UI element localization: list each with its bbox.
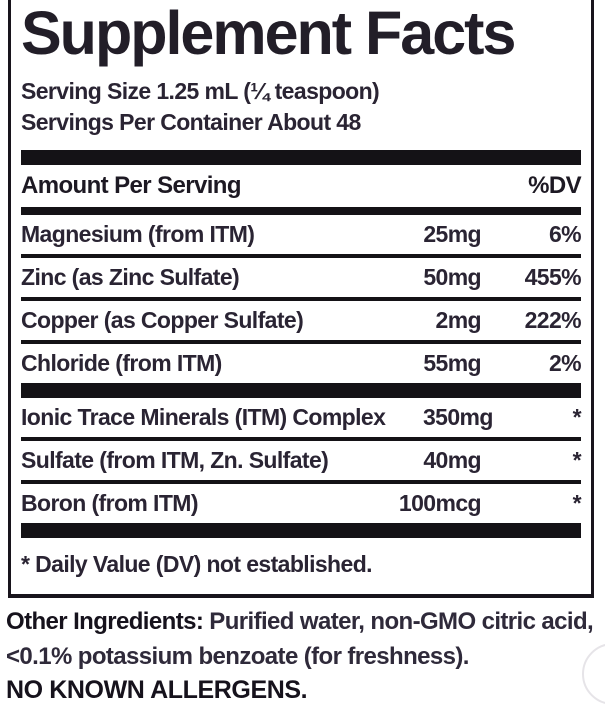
nutrient-dv: 455% xyxy=(524,263,582,290)
nutrient-name: Magnesium (from ITM) xyxy=(21,220,255,247)
nutrient-dv: 222% xyxy=(524,306,582,333)
nutrient-name: Zinc (as Zinc Sulfate) xyxy=(21,263,240,290)
nutrient-row-copper: Copper (as Copper Sulfate) 2mg 222% xyxy=(21,301,582,340)
row-divider xyxy=(21,479,581,484)
nutrient-amount: 25mg xyxy=(423,220,481,247)
nutrient-amount: 40mg xyxy=(423,446,481,473)
nutrient-amount: 100mcg xyxy=(398,489,482,516)
nutrient-name: Chloride (from ITM) xyxy=(21,349,222,376)
nutrient-row-itm-complex: Ionic Trace Minerals (ITM) Complex 350mg… xyxy=(21,398,582,437)
section-divider-bar-top xyxy=(21,149,581,165)
other-ingredients-label: Other Ingredients: xyxy=(6,608,204,635)
section-divider-bar-bottom xyxy=(21,522,581,538)
percent-dv-header: %DV xyxy=(528,171,581,199)
serving-size-line: Serving Size 1.25 mL (¼ teaspoon) xyxy=(21,77,380,104)
panel-title: Supplement Facts xyxy=(21,0,516,67)
nutrient-row-magnesium: Magnesium (from ITM) 25mg 6% xyxy=(21,215,582,254)
nutrient-amount: 50mg xyxy=(423,263,481,290)
table-header-row: Amount Per Serving %DV xyxy=(21,165,582,207)
nutrient-amount: 55mg xyxy=(423,349,481,376)
header-divider-bar xyxy=(21,206,581,215)
nutrient-amount: 2mg xyxy=(435,306,482,333)
nutrient-row-sulfate: Sulfate (from ITM, Zn. Sulfate) 40mg * xyxy=(21,441,582,480)
nutrient-name: Sulfate (from ITM, Zn. Sulfate) xyxy=(21,446,329,473)
allergens-line: NO KNOWN ALLERGENS. xyxy=(6,676,308,704)
nutrient-dv: * xyxy=(572,403,582,430)
section-divider-bar-middle xyxy=(21,382,581,398)
servings-per-container-line: Servings Per Container About 48 xyxy=(21,108,361,135)
other-ingredients-text: Purified water, non-GMO citric acid, <0.… xyxy=(6,608,594,670)
row-divider xyxy=(21,436,581,441)
amount-per-serving-header: Amount Per Serving xyxy=(21,171,242,199)
nutrient-row-chloride: Chloride (from ITM) 55mg 2% xyxy=(21,344,582,383)
row-divider xyxy=(21,296,581,301)
row-divider xyxy=(21,339,581,344)
nutrient-name: Boron (from ITM) xyxy=(21,489,199,516)
nutrient-row-zinc: Zinc (as Zinc Sulfate) 50mg 455% xyxy=(21,258,582,297)
nutrient-dv: * xyxy=(572,446,582,473)
other-ingredients-paragraph: Other Ingredients: Purified water, non-G… xyxy=(6,604,604,674)
nutrient-row-boron: Boron (from ITM) 100mcg * xyxy=(21,484,582,523)
daily-value-footnote: * Daily Value (DV) not established. xyxy=(21,551,373,578)
supplement-facts-panel: Supplement Facts Serving Size 1.25 mL (¼… xyxy=(8,0,594,598)
nutrient-amount: 350mg xyxy=(422,403,493,430)
nutrient-dv: 2% xyxy=(548,349,582,376)
nutrient-dv: 6% xyxy=(548,220,582,247)
nutrient-dv: * xyxy=(572,489,582,516)
row-divider xyxy=(21,253,581,258)
nutrient-name: Ionic Trace Minerals (ITM) Complex xyxy=(21,403,386,430)
nutrient-name: Copper (as Copper Sulfate) xyxy=(21,306,304,333)
